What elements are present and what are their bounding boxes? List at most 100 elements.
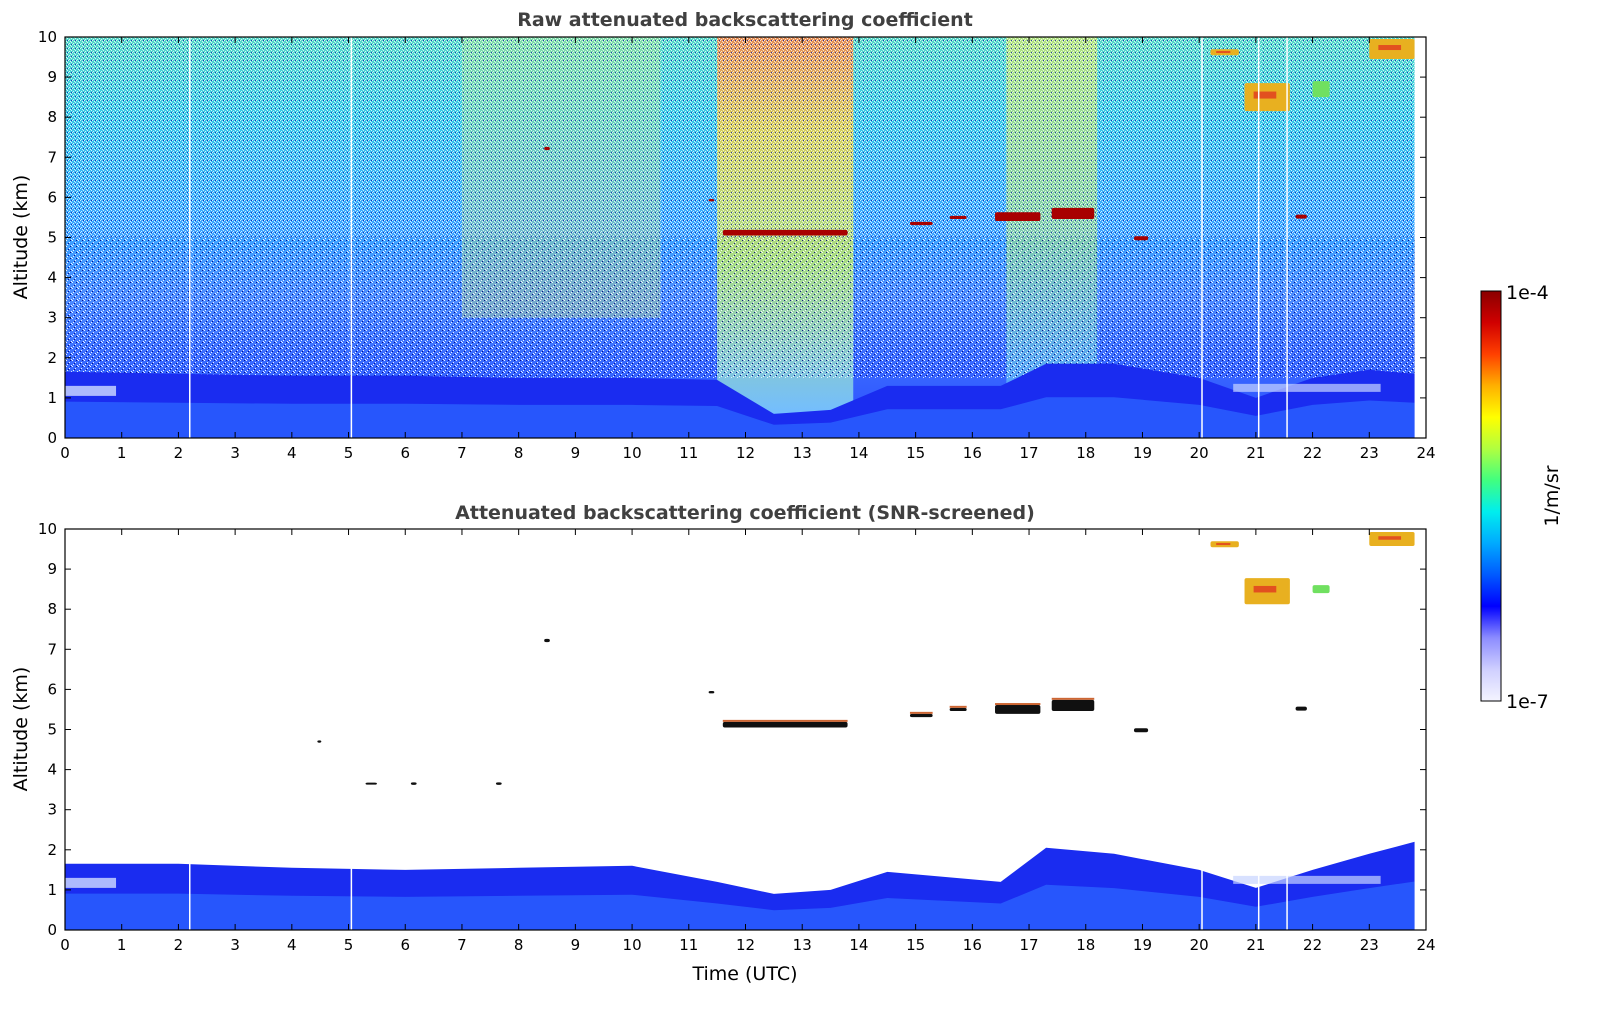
boundary-layer-core: [65, 397, 1415, 438]
screened-panel-xlabel: Time (UTC): [691, 963, 797, 985]
residual-layer: [1233, 383, 1381, 392]
cloud-layer: [909, 713, 933, 718]
cloud-layer: [722, 721, 848, 728]
cloud-layer: [365, 782, 377, 785]
x-tick-label: 0: [60, 444, 70, 462]
x-tick-label: 6: [400, 936, 410, 954]
x-tick-label: 23: [1360, 444, 1379, 462]
cloud-edge: [909, 711, 933, 714]
x-tick-label: 9: [571, 444, 581, 462]
raw-panel-ylabel: Altitude (km): [10, 175, 32, 300]
cloud-layer: [1051, 699, 1095, 712]
cloud-layer: [708, 199, 715, 202]
cloud-layer: [495, 782, 502, 785]
x-tick-label: 0: [60, 936, 70, 954]
x-tick-label: 7: [457, 936, 467, 954]
cloud-core: [1378, 45, 1402, 51]
y-tick-label: 6: [47, 680, 57, 698]
colorbar-max-label: 1e-4: [1506, 282, 1549, 304]
x-tick-label: 8: [514, 444, 524, 462]
y-tick-label: 1: [47, 881, 57, 899]
cloud-edge: [949, 705, 967, 708]
cloud-edge: [995, 703, 1041, 706]
x-tick-label: 14: [849, 444, 868, 462]
residual-layer: [65, 385, 117, 396]
cloud-layer: [1133, 236, 1149, 241]
x-tick-label: 2: [174, 936, 184, 954]
x-tick-label: 6: [400, 444, 410, 462]
x-tick-label: 2: [174, 444, 184, 462]
x-tick-label: 14: [849, 936, 868, 954]
cloud-core: [1253, 91, 1277, 99]
cloud-layer: [317, 740, 322, 743]
screened-panel-ylabel: Altitude (km): [10, 667, 32, 792]
y-tick-label: 6: [47, 188, 57, 206]
x-tick-label: 8: [514, 936, 524, 954]
cloud-layer: [949, 215, 967, 220]
x-tick-label: 19: [1133, 444, 1152, 462]
cloud-core: [1216, 51, 1231, 54]
cloud-layer: [1295, 214, 1307, 219]
cloud-layer: [1312, 81, 1330, 98]
y-tick-label: 10: [38, 28, 57, 46]
y-tick-label: 5: [47, 229, 57, 247]
screened-panel-axes: 0 1 2 3 4 5 6 7 8 9 10 11 12 13 14 15 16 17 18 19 20 21 22 23 24…: [38, 520, 1436, 954]
cloud-layer: [410, 782, 417, 785]
cloud-edge: [722, 719, 848, 722]
x-tick-label: 11: [679, 444, 698, 462]
y-tick-label: 3: [47, 801, 57, 819]
y-tick-label: 4: [47, 269, 57, 287]
cloud-layer: [909, 221, 933, 226]
x-tick-label: 11: [679, 936, 698, 954]
x-tick-label: 4: [287, 936, 297, 954]
y-tick-label: 9: [47, 68, 57, 86]
x-tick-label: 19: [1133, 936, 1152, 954]
cloud-layer: [1295, 706, 1307, 711]
cloud-layer: [995, 212, 1041, 222]
x-tick-label: 23: [1360, 936, 1379, 954]
x-tick-label: 22: [1303, 444, 1322, 462]
residual-layer: [1233, 875, 1381, 884]
x-tick-label: 3: [230, 936, 240, 954]
x-tick-label: 13: [793, 444, 812, 462]
x-tick-label: 24: [1416, 444, 1435, 462]
boundary-layer-core: [65, 881, 1415, 930]
y-tick-label: 0: [47, 921, 57, 939]
colorbar: 1e-4 1e-7 1/m/sr: [1480, 282, 1563, 713]
x-tick-label: 21: [1246, 444, 1265, 462]
cloud-layer: [544, 146, 550, 151]
x-tick-label: 16: [963, 444, 982, 462]
x-tick-label: 20: [1190, 936, 1209, 954]
x-tick-label: 20: [1190, 444, 1209, 462]
x-tick-label: 9: [571, 936, 581, 954]
cloud-core: [1378, 536, 1402, 540]
y-tick-label: 4: [47, 761, 57, 779]
cloud-layer: [1051, 207, 1095, 220]
residual-layer: [65, 877, 117, 888]
screened-panel-title: Attenuated backscattering coefficient (S…: [455, 502, 1035, 524]
x-tick-label: 13: [793, 936, 812, 954]
y-tick-label: 9: [47, 560, 57, 578]
raw-backscatter-panel: Raw attenuated backscattering coefficien…: [10, 9, 1436, 462]
x-tick-label: 18: [1076, 936, 1095, 954]
y-tick-label: 7: [47, 148, 57, 166]
cloud-layer: [995, 705, 1041, 714]
x-tick-label: 3: [230, 444, 240, 462]
y-tick-label: 8: [47, 600, 57, 618]
y-tick-label: 2: [47, 841, 57, 859]
x-tick-label: 21: [1246, 936, 1265, 954]
cloud-layer: [708, 691, 715, 694]
y-tick-label: 5: [47, 721, 57, 739]
cloud-layer: [722, 229, 848, 236]
colorbar-min-label: 1e-7: [1506, 691, 1549, 713]
x-tick-label: 18: [1076, 444, 1095, 462]
x-tick-label: 15: [906, 936, 925, 954]
colorbar-gradient: [1480, 290, 1502, 702]
x-tick-label: 16: [963, 936, 982, 954]
raw-heatmap-area: [65, 37, 1426, 438]
y-tick-label: 3: [47, 309, 57, 327]
x-tick-label: 12: [736, 444, 755, 462]
cloud-edge: [1051, 697, 1095, 700]
screened-heatmap-area: [65, 529, 1426, 930]
